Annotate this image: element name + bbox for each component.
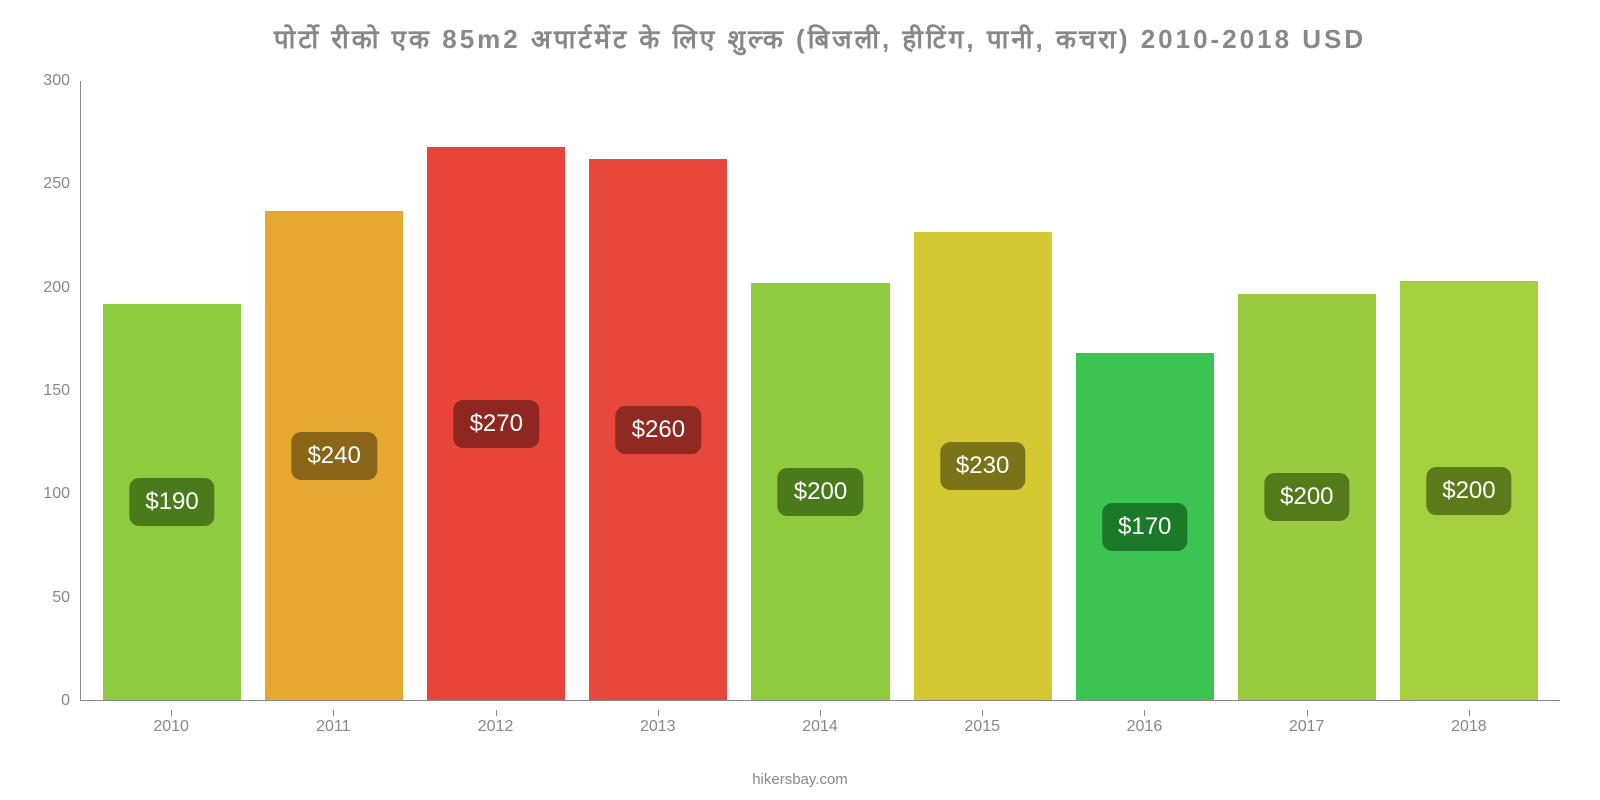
x-tick-label: 2018: [1388, 718, 1550, 736]
x-label-wrapper: 2013: [577, 718, 739, 736]
x-tick-label: 2012: [414, 718, 576, 736]
bar-value-label: $240: [291, 432, 376, 480]
x-label-wrapper: 2018: [1388, 718, 1550, 736]
bar-wrapper: $230: [902, 81, 1064, 700]
x-tick-label: 2017: [1226, 718, 1388, 736]
x-tick: [333, 710, 334, 716]
bar-value-label: $200: [1264, 473, 1349, 521]
bar-value-label: $270: [454, 400, 539, 448]
bar: $270: [427, 147, 565, 700]
x-tick: [1307, 710, 1308, 716]
x-tick-label: 2016: [1063, 718, 1225, 736]
bar-wrapper: $200: [1388, 81, 1550, 700]
y-tick-label: 200: [43, 279, 70, 297]
bar-wrapper: $240: [253, 81, 415, 700]
x-axis: 201020112012201320142015201620172018: [80, 718, 1560, 736]
y-axis: 050100150200250300: [30, 81, 80, 701]
chart-container: पोर्टो रीको एक 85m2 अपार्टमेंट के लिए शु…: [0, 0, 1600, 800]
bar: $200: [1238, 294, 1376, 700]
x-tick-label: 2013: [577, 718, 739, 736]
y-tick-label: 250: [43, 175, 70, 193]
x-label-wrapper: 2011: [252, 718, 414, 736]
bar-wrapper: $270: [415, 81, 577, 700]
bar-wrapper: $200: [1226, 81, 1388, 700]
bar-value-label: $230: [940, 442, 1025, 490]
bar-wrapper: $190: [91, 81, 253, 700]
plot-area: 050100150200250300 $190$240$270$260$200$…: [80, 81, 1560, 701]
bar-value-label: $260: [616, 406, 701, 454]
x-label-wrapper: 2015: [901, 718, 1063, 736]
x-tick: [658, 710, 659, 716]
x-label-wrapper: 2017: [1226, 718, 1388, 736]
bar: $240: [265, 211, 403, 700]
bar-value-label: $170: [1102, 503, 1187, 551]
y-tick-label: 50: [52, 589, 70, 607]
x-tick: [820, 710, 821, 716]
x-tick-label: 2010: [90, 718, 252, 736]
x-tick: [982, 710, 983, 716]
x-label-wrapper: 2012: [414, 718, 576, 736]
chart-title: पोर्टो रीको एक 85m2 अपार्टमेंट के लिए शु…: [80, 20, 1560, 56]
x-tick: [1144, 710, 1145, 716]
bar: $190: [103, 304, 241, 700]
y-tick-label: 100: [43, 485, 70, 503]
y-tick-label: 300: [43, 72, 70, 90]
bar-value-label: $200: [1426, 467, 1511, 515]
bars-area: $190 $240 $270 $260 $200 $230 $170 $200 $200: [80, 81, 1560, 701]
bar: $230: [914, 232, 1052, 700]
x-label-wrapper: 2010: [90, 718, 252, 736]
x-tick: [171, 710, 172, 716]
bar: $200: [1400, 281, 1538, 700]
x-tick: [1469, 710, 1470, 716]
bar: $200: [751, 283, 889, 700]
x-label-wrapper: 2016: [1063, 718, 1225, 736]
x-label-wrapper: 2014: [739, 718, 901, 736]
bar-wrapper: $170: [1064, 81, 1226, 700]
x-tick: [496, 710, 497, 716]
bar-value-label: $190: [129, 478, 214, 526]
bar: $260: [589, 159, 727, 700]
x-tick-label: 2011: [252, 718, 414, 736]
x-tick-label: 2014: [739, 718, 901, 736]
y-tick-label: 0: [61, 692, 70, 710]
bar-wrapper: $200: [739, 81, 901, 700]
source-attribution: hikersbay.com: [752, 771, 848, 788]
bar-wrapper: $260: [577, 81, 739, 700]
y-tick-label: 150: [43, 382, 70, 400]
bar-value-label: $200: [778, 468, 863, 516]
bar: $170: [1076, 353, 1214, 700]
x-tick-label: 2015: [901, 718, 1063, 736]
